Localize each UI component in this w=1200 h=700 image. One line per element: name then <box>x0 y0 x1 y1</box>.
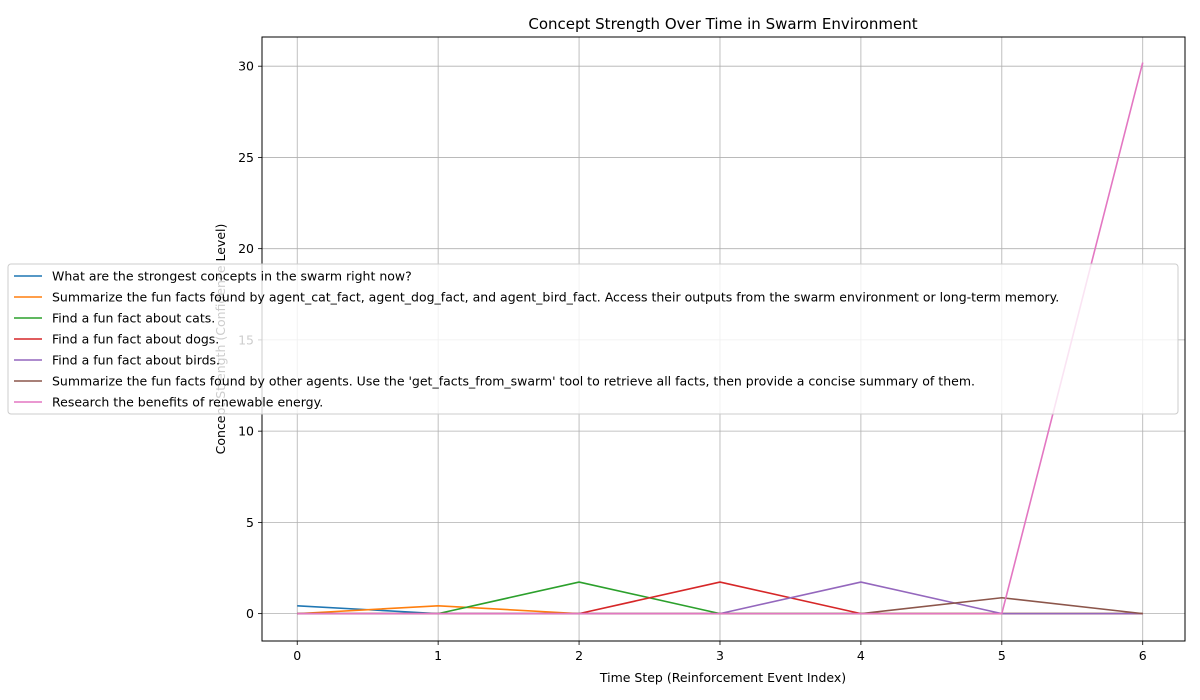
legend-label: Find a fun fact about cats. <box>52 311 215 326</box>
x-tick-label: 4 <box>857 648 865 663</box>
legend-label: What are the strongest concepts in the s… <box>52 269 412 284</box>
y-tick-label: 20 <box>238 241 254 256</box>
x-tick-label: 0 <box>293 648 301 663</box>
legend-items: What are the strongest concepts in the s… <box>14 269 1059 410</box>
x-tick-label: 2 <box>575 648 583 663</box>
legend-label: Research the benefits of renewable energ… <box>52 395 323 410</box>
legend-label: Find a fun fact about dogs. <box>52 332 219 347</box>
y-tick-label: 0 <box>246 606 254 621</box>
legend-label: Summarize the fun facts found by other a… <box>52 374 975 389</box>
chart-title: Concept Strength Over Time in Swarm Envi… <box>528 15 917 33</box>
legend-box <box>7 263 1179 415</box>
legend-label: Find a fun fact about birds. <box>52 353 220 368</box>
y-tick-label: 10 <box>238 424 254 439</box>
series-line <box>297 62 1144 615</box>
legend: What are the strongest concepts in the s… <box>7 263 1179 415</box>
x-tick-label: 6 <box>1139 648 1147 663</box>
legend-label: Summarize the fun facts found by agent_c… <box>52 290 1059 305</box>
series-group <box>297 62 1144 615</box>
y-tick-label: 25 <box>238 150 254 165</box>
y-tick-label: 30 <box>238 59 254 74</box>
x-tick-label: 3 <box>716 648 724 663</box>
x-tick-label: 1 <box>434 648 442 663</box>
x-axis-ticks: 0 1 2 3 4 5 6 <box>293 641 1147 663</box>
x-axis-label: Time Step (Reinforcement Event Index) <box>599 670 846 685</box>
x-tick-label: 5 <box>998 648 1006 663</box>
y-tick-label: 5 <box>246 515 254 530</box>
